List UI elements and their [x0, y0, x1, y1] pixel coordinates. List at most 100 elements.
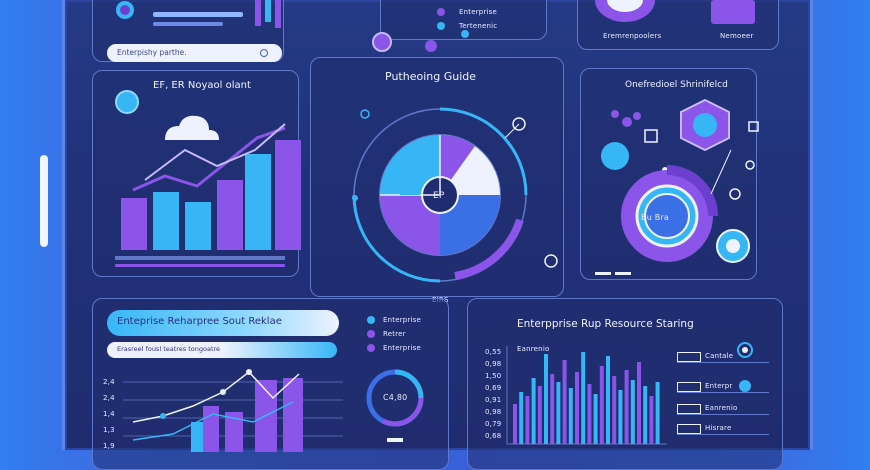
br-tick: 0,98 — [485, 408, 502, 416]
br-bar — [637, 362, 641, 444]
bl-legend-3: Enterprise — [383, 344, 422, 352]
chart-bar — [275, 140, 301, 250]
br-bar — [655, 382, 660, 444]
chart-bar — [245, 154, 271, 250]
dashboard-frame: Enterpishy parthe. EF, ER Noyaol olant E… — [62, 0, 813, 470]
br-bar — [581, 352, 586, 444]
br-legend-swatch — [677, 382, 701, 392]
center-guide-title: Putheoing Guide — [385, 70, 477, 83]
br-tick: 0,68 — [485, 432, 502, 440]
top-right-cube — [711, 0, 755, 24]
br-tick: 0,79 — [485, 420, 502, 428]
pie-slice — [440, 195, 500, 255]
bottom-right-bar-chart — [506, 346, 667, 445]
chart-bar — [153, 192, 179, 250]
node-network — [595, 98, 759, 275]
top-right-label-2: Nemoeer — [720, 32, 754, 40]
bl-bar — [283, 378, 303, 452]
pie-slice — [380, 195, 440, 255]
br-bar — [612, 376, 617, 444]
br-bar — [556, 382, 561, 444]
br-legend-row: Hisrare — [677, 422, 769, 435]
br-bar — [531, 378, 536, 444]
br-bar — [624, 370, 629, 444]
br-bar — [630, 380, 635, 444]
br-bar — [562, 360, 567, 444]
br-bar — [525, 396, 530, 444]
br-bar — [599, 366, 604, 444]
top-right-donut — [595, 0, 655, 22]
br-tick: 0,91 — [485, 396, 502, 404]
br-legend-swatch — [677, 404, 701, 414]
br-legend-swatch — [677, 424, 701, 434]
bl-bar — [225, 412, 243, 452]
chart-bar — [217, 180, 243, 250]
banner: Enteprise Reharpree Sout Reklae — [107, 310, 339, 336]
legend-dots — [437, 8, 445, 30]
br-tick: 0,69 — [485, 384, 502, 392]
bl-tick: 1,4 — [103, 410, 115, 418]
legend-item-1: Enterprise — [459, 8, 498, 16]
radial-gauge — [352, 107, 558, 283]
br-legend-label: Hisrare — [705, 424, 732, 432]
bl-tick: 1,9 — [103, 442, 115, 450]
br-legend-label: Enterpr — [705, 382, 733, 390]
br-bar — [519, 392, 524, 444]
pie-slice — [380, 135, 440, 195]
legend-item-2: Tertenenic — [459, 22, 498, 30]
search-field[interactable]: Enterpishy parthe. — [107, 44, 282, 62]
br-legend-swatch — [677, 352, 701, 362]
center-label: EP — [433, 191, 445, 201]
banner-text: Enteprise Reharpree Sout Reklae — [117, 316, 282, 327]
analytics-label: EF, ER Noyaol olant — [153, 80, 251, 91]
bl-tick: 2,4 — [103, 378, 115, 386]
search-text: Enterpishy parthe. — [117, 48, 187, 57]
bl-tick: 1,3 — [103, 426, 115, 434]
bottom-left-legend-dots — [367, 316, 375, 352]
trend-line — [132, 126, 286, 192]
gauge-purple-arc — [454, 218, 524, 280]
search-dot-icon — [260, 49, 268, 57]
top-right-label-1: Eremrenpoolers — [603, 32, 662, 40]
br-bar — [513, 404, 517, 444]
br-bar — [575, 372, 579, 444]
br-legend-row: Cantale — [677, 350, 769, 363]
br-legend-row: Eanrenio — [677, 402, 769, 415]
ring-label: Bu Bra — [641, 213, 669, 222]
br-legend-icons — [737, 342, 753, 392]
br-bar — [537, 386, 542, 444]
br-tick: 0,98 — [485, 360, 502, 368]
br-note: Eanrenio — [517, 345, 550, 353]
area-bar-chart — [115, 90, 301, 267]
br-bar — [606, 356, 610, 444]
br-bar — [593, 394, 598, 444]
top-left-deco — [116, 0, 281, 28]
br-bar — [643, 386, 648, 444]
bl-trend-line-2 — [132, 401, 294, 441]
left-handle-bar[interactable] — [40, 155, 48, 247]
sub-bar-text: Erasreel fousl teatres tongoatre — [117, 345, 221, 353]
right-panel-title: Onefredioel Shrinifelcd — [625, 80, 728, 90]
br-bar — [649, 396, 654, 444]
bl-legend-2: Retrer — [383, 330, 406, 338]
bl-legend-1: Enterprise — [383, 316, 422, 324]
bl-donut-label: C4,80 — [383, 393, 408, 402]
chart-bar — [121, 198, 147, 250]
br-bar — [618, 390, 623, 444]
trend-line-2 — [144, 123, 286, 181]
br-tick: 0,55 — [485, 348, 502, 356]
bl-tick: 2,4 — [103, 394, 115, 402]
bl-donut — [366, 369, 424, 442]
br-bar — [544, 354, 548, 444]
connector-nodes — [372, 30, 469, 52]
br-legend-row: Enterpr — [677, 380, 769, 393]
br-legend-label: Eanrenio — [705, 404, 738, 412]
bottom-left-chart — [123, 369, 343, 452]
bl-bar — [203, 406, 219, 452]
br-legend-label: Cantale — [705, 352, 734, 360]
sub-bar[interactable]: Erasreel fousl teatres tongoatre — [107, 342, 337, 358]
bottom-right-title: Enterpprise Rup Resource Staring — [517, 318, 694, 330]
chart-bar — [185, 202, 211, 250]
sun-icon — [115, 90, 139, 114]
br-bar — [568, 388, 573, 444]
